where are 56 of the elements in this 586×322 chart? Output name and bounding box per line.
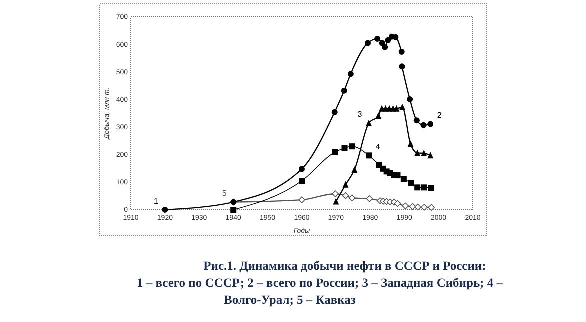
point [332,149,338,156]
point [299,166,305,172]
point [400,176,407,182]
point [414,150,421,156]
point [394,172,401,179]
point [394,105,400,112]
point [348,71,354,78]
point [342,192,350,200]
point [352,166,358,174]
point [382,44,388,50]
point [398,49,405,56]
point [421,204,428,211]
point [408,140,414,148]
series-label: 4 [376,142,381,152]
point [349,144,356,150]
point [428,185,434,192]
point [428,204,436,211]
point [428,121,434,128]
point [348,194,356,202]
point [374,36,381,42]
point [420,122,427,128]
point [414,184,421,191]
point [428,152,434,159]
point [366,152,372,159]
point [342,181,349,188]
point [409,203,416,210]
text: Рис.1. Динамика добычи нефти в СССР и России: [204,259,486,273]
point [421,184,428,191]
point [376,112,382,119]
point [342,145,348,152]
point [162,207,168,213]
point [400,104,406,110]
point [385,37,392,44]
point [230,207,237,213]
point [414,204,422,211]
point [332,190,339,198]
point [299,178,305,184]
point [332,109,338,116]
point [402,202,410,210]
point [399,64,406,70]
series-label: 1 [154,196,159,206]
point [407,96,414,102]
series-label: 5 [222,189,228,198]
point [366,120,372,126]
point [421,150,428,156]
point [298,196,306,204]
point [365,40,372,46]
point [341,88,348,94]
point [333,198,340,205]
series-label: 2 [437,111,442,120]
series-label: 3 [358,110,363,120]
point [414,118,420,124]
point [408,180,414,186]
text: 1 – всего по СССР; 2 – всего по России; 3 – Западная Сибирь; 4 – Волго-Урал; 5 – Кавказ [137,276,504,307]
point [394,200,402,208]
point [366,196,374,202]
